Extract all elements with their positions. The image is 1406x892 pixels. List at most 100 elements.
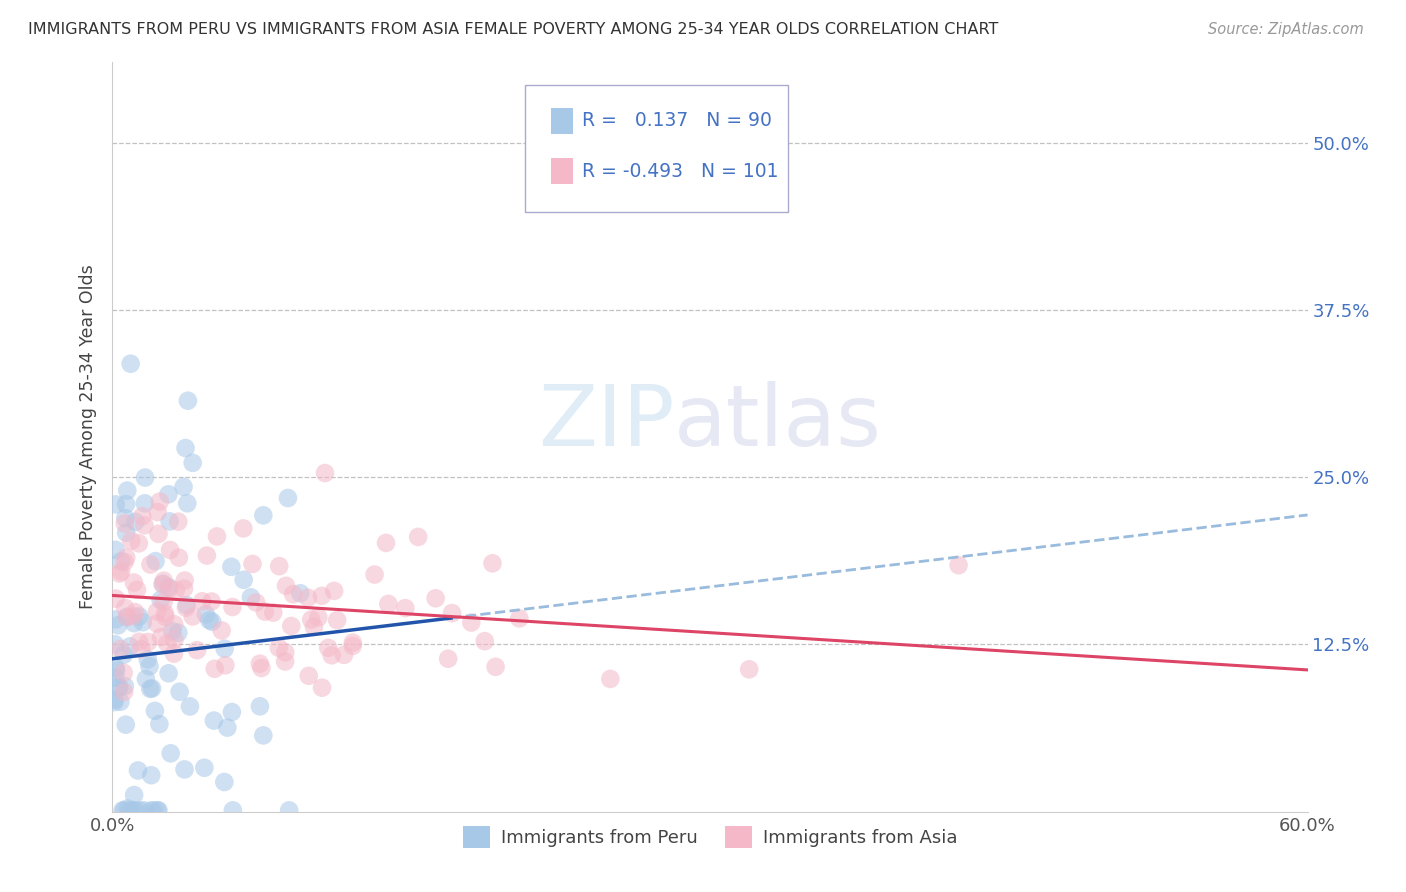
Point [104,661,127,675]
Point [267,640,290,655]
Point [110,695,132,709]
Point [239,591,262,605]
Point [157,666,180,681]
Point [146,616,169,631]
Point [149,494,172,508]
Point [195,549,218,563]
Point [302,620,325,634]
Text: ZIP: ZIP [537,381,675,464]
Point [167,550,190,565]
Point [128,609,150,624]
Point [163,632,186,647]
Point [128,536,150,550]
Point [108,566,131,581]
Point [290,586,312,600]
Point [375,536,398,550]
Point [104,497,127,511]
Point [205,529,228,543]
Point [111,804,134,818]
Point [159,543,181,558]
Point [307,610,329,624]
Point [394,601,416,615]
Point [122,616,145,631]
Point [211,624,233,638]
Point [162,624,184,639]
Point [323,583,346,598]
Point [342,635,364,649]
Point [283,587,305,601]
Point [114,601,136,615]
Point [110,565,132,579]
Point [252,508,274,523]
Text: atlas: atlas [675,381,882,464]
Point [181,456,204,470]
FancyBboxPatch shape [524,85,787,212]
Point [274,579,297,593]
Point [146,605,169,619]
Point [437,651,460,665]
Point [262,606,284,620]
Point [253,605,276,619]
Point [108,681,131,695]
Point [297,591,319,605]
Point [122,804,145,818]
Point [117,801,139,815]
Point [173,574,195,588]
Point [115,550,138,565]
Point [177,393,200,408]
Point [138,659,160,673]
Point [299,613,322,627]
Point [159,747,181,761]
Point [132,615,155,630]
Point [104,671,127,685]
Point [202,714,225,728]
Point [333,648,356,662]
Point [191,594,214,608]
Point [460,615,482,630]
Point [153,607,176,621]
Point [114,511,136,525]
Point [274,655,297,669]
Point [112,648,135,662]
Point [115,497,138,511]
Point [278,804,301,818]
Point [115,610,138,624]
Point [104,591,127,606]
Point [159,515,181,529]
Point [115,610,138,624]
Point [221,705,243,719]
Point [150,630,173,644]
Point [167,515,190,529]
Text: R =   0.137   N = 90: R = 0.137 N = 90 [582,112,772,130]
Point [221,599,243,614]
Point [105,664,128,678]
Point [104,612,127,626]
Point [152,574,174,588]
Text: R = -0.493   N = 101: R = -0.493 N = 101 [582,161,779,180]
Point [221,559,243,574]
Point [134,496,156,510]
Point [114,717,136,731]
Point [217,721,239,735]
Point [277,491,299,505]
Point [474,634,496,648]
Point [124,804,146,818]
Point [124,605,146,619]
Point [134,518,156,533]
Point [232,521,254,535]
Point [122,609,145,624]
Point [122,575,145,590]
Point [222,804,245,818]
Point [342,639,364,653]
Point [484,660,506,674]
Point [201,615,224,629]
Point [141,681,163,696]
Point [194,607,217,622]
Point [298,669,321,683]
Point [314,466,336,480]
Text: Source: ZipAtlas.com: Source: ZipAtlas.com [1208,22,1364,37]
Point [103,692,125,706]
Point [200,594,222,608]
Legend: Immigrants from Peru, Immigrants from Asia: Immigrants from Peru, Immigrants from As… [456,819,965,855]
Point [141,768,163,782]
